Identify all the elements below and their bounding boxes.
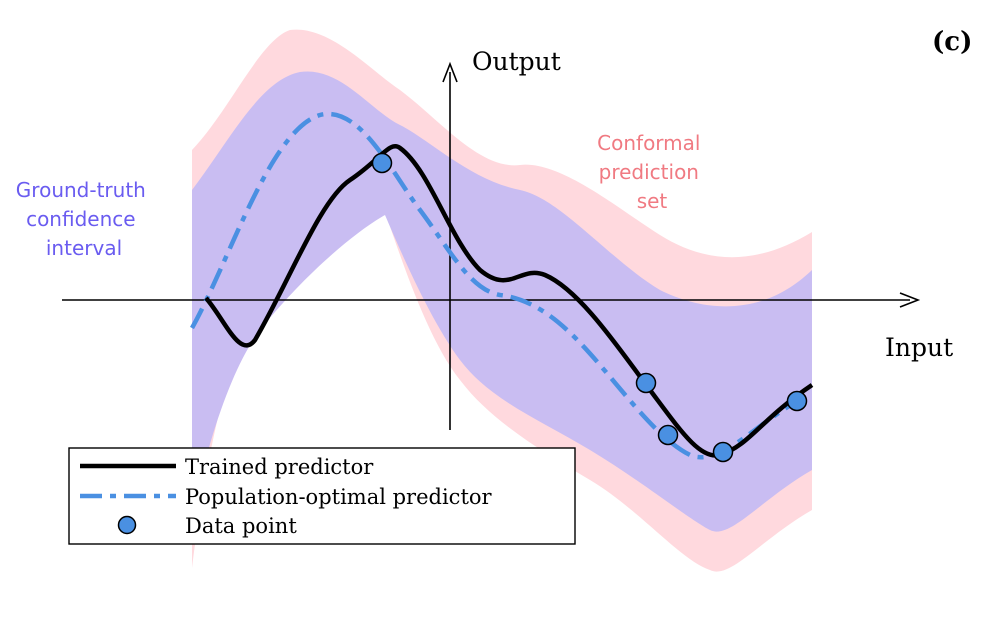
ground-truth-label-line-3: interval — [46, 236, 122, 260]
confidence-interval-band — [192, 71, 812, 532]
legend: Trained predictor Population-optimal pre… — [68, 447, 576, 545]
conformal-label-line-3: set — [637, 189, 668, 213]
y-axis-label: Output — [472, 47, 561, 76]
legend-data-point-label: Data point — [185, 514, 297, 538]
panel-label: (c) — [932, 27, 972, 57]
legend-frame — [68, 447, 576, 545]
conformal-label-line-1: Conformal — [597, 131, 700, 155]
data-point — [371, 152, 393, 174]
data-point — [712, 441, 734, 463]
legend-data-point-swatch — [117, 515, 137, 535]
ground-truth-label-line-1: Ground-truth — [16, 178, 146, 202]
conformal-label: Conformal prediction set — [597, 131, 707, 213]
trained-predictor-curve — [204, 144, 814, 458]
y-axis-arrowhead — [442, 61, 458, 83]
conformal-label-line-2: prediction — [599, 160, 699, 184]
data-point — [657, 424, 679, 446]
population-optimal-curve — [190, 111, 802, 460]
legend-population-label: Population-optimal predictor — [185, 485, 493, 509]
data-point — [635, 372, 657, 394]
x-axis-arrowhead — [899, 292, 921, 308]
ground-truth-label: Ground-truth confidence interval — [16, 178, 152, 260]
x-axis-label: Input — [885, 333, 953, 362]
data-point — [786, 390, 808, 412]
ground-truth-label-line-2: confidence — [26, 207, 135, 231]
legend-trained-label: Trained predictor — [185, 455, 374, 479]
